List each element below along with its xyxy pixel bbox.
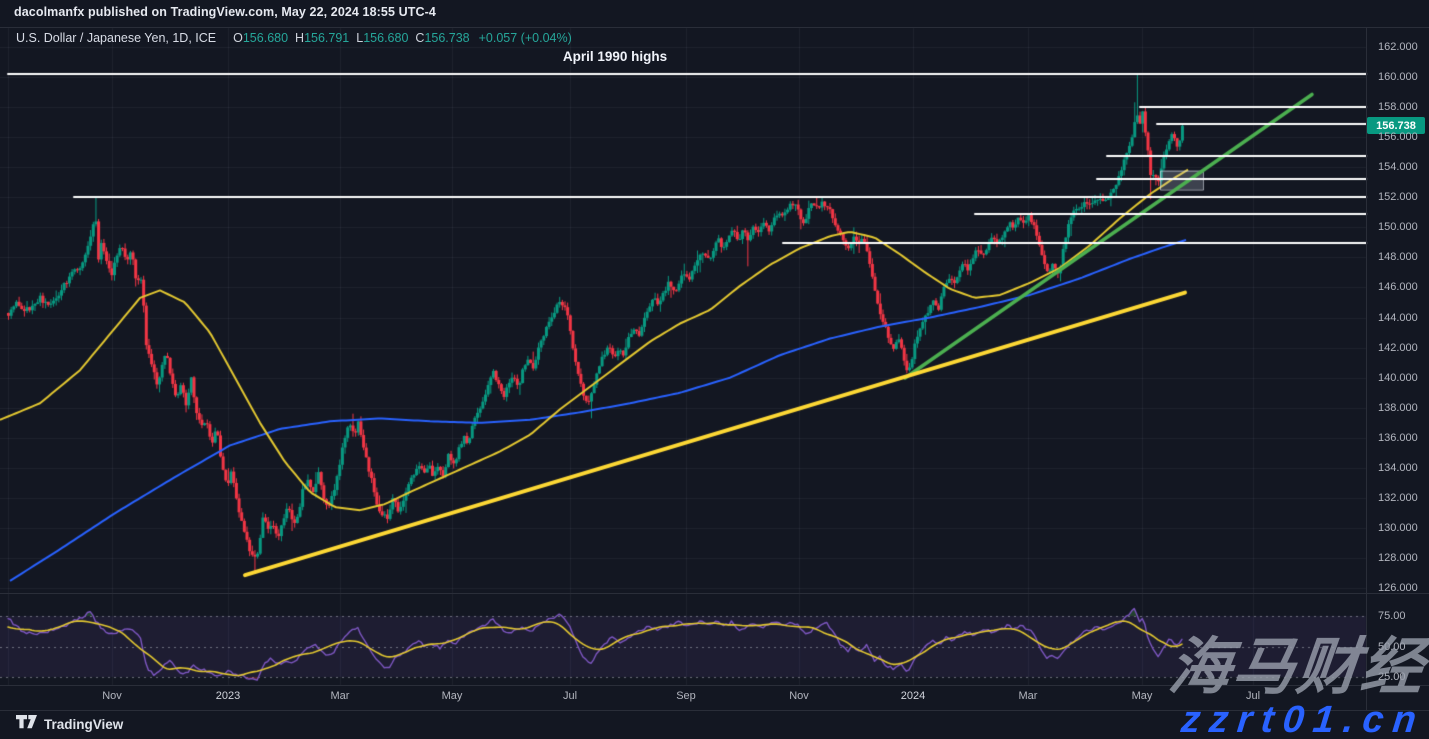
ohlc-label: H [295,31,305,45]
time-axis-label: Mar [330,690,350,702]
last-price-badge: 156.738 [1367,117,1425,134]
rsi-axis-label: 25.00 [1378,671,1406,683]
price-axis-label: 134.000 [1378,462,1418,474]
ohlc-value: 156.791 [304,31,350,45]
price-axis-label: 152.000 [1378,191,1418,204]
april-1990-highs-label[interactable]: April 1990 highs [562,49,668,64]
time-axis-label: May [441,690,463,702]
footer-divider [0,710,1429,711]
time-axis-label: May [1131,690,1153,702]
price-axis-label: 160.000 [1378,70,1418,83]
time-axis-divider [0,685,1429,686]
time-axis-label: Sep [676,690,696,702]
time-axis-label: Mar [1018,690,1038,702]
price-axis-label: 136.000 [1378,431,1418,444]
rsi-axis-label: 75.00 [1378,610,1406,622]
price-axis-label: 130.000 [1378,522,1418,535]
time-axis-label: 2024 [900,690,926,702]
ohlc-value: 156.680 [242,31,289,45]
tradingview-logo-icon [16,715,37,734]
time-axis-label: Jul [562,690,578,702]
time-axis-label: Nov [789,690,809,702]
time-axis-label: Nov [102,690,122,702]
time-axis-label: 2023 [215,690,241,702]
price-axis-label: 144.000 [1378,311,1418,324]
price-axis-label: 146.000 [1378,281,1418,294]
price-axis-label: 158.000 [1378,100,1418,113]
price-axis-label: 126.000 [1378,582,1418,595]
ohlc-value: 156.738 [424,31,470,45]
price-axis-label: 154.000 [1378,161,1418,173]
ohlc-label: L [356,31,364,45]
symbol-title[interactable]: U.S. Dollar / Japanese Yen, 1D, ICE [16,31,217,45]
price-axis-label: 140.000 [1378,371,1418,384]
price-axis-label: 138.000 [1378,401,1418,414]
price-axis-label: 128.000 [1378,552,1418,565]
change-value: +0.057 (+0.04%) [478,31,572,45]
time-axis-label: Jul [1245,690,1261,702]
price-axis-label: 162.000 [1378,40,1418,53]
ohlc-label: C [415,31,425,45]
topbar-divider [0,27,1429,28]
price-axis-label: 156.000 [1378,130,1418,143]
price-axis-divider [1366,28,1367,710]
price-axis-label: 142.000 [1378,341,1418,354]
rsi-axis-label: 50.00 [1378,640,1406,653]
ohlc-values: O156.680 H156.791 L156.680 C156.738 [226,31,470,45]
publish-info: dacolmanfx published on TradingView.com,… [14,5,436,19]
price-axis-label: 132.000 [1378,492,1418,505]
price-axis-label: 148.000 [1378,251,1418,264]
price-axis-label: 150.000 [1378,221,1418,234]
ohlc-value: 156.680 [363,31,409,45]
tradingview-wordmark: TradingView [44,717,124,732]
symbol-legend[interactable]: U.S. Dollar / Japanese Yen, 1D, ICE O156.… [16,31,572,45]
tradingview-footer[interactable]: TradingView [16,715,123,734]
pane-divider[interactable] [0,593,1429,594]
ohlc-label: O [233,31,243,45]
